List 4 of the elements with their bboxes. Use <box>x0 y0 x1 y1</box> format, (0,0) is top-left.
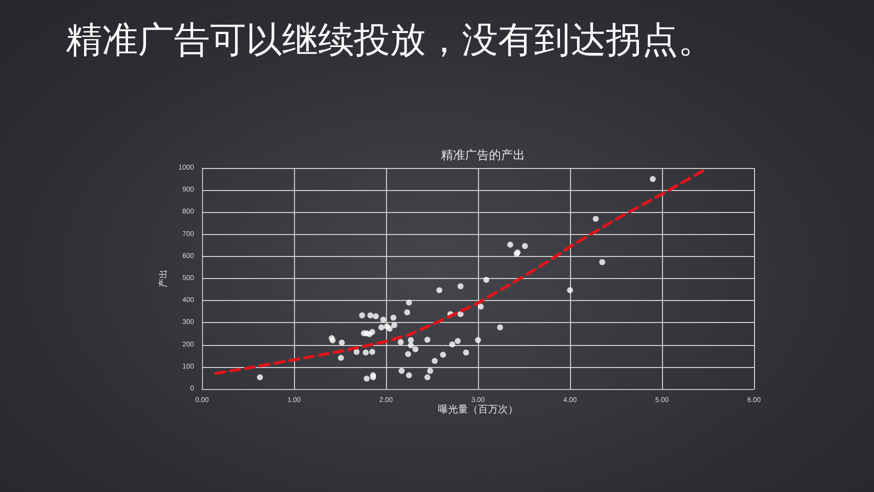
chart-title: 精准广告可以继续投放，没有到达拐点。 <box>66 19 714 63</box>
x-axis-title: 曝光量（百万次） <box>438 403 518 416</box>
chart-subtitle: 精准广告的产出 <box>441 148 525 162</box>
y-axis-title: 产出 <box>158 270 168 288</box>
